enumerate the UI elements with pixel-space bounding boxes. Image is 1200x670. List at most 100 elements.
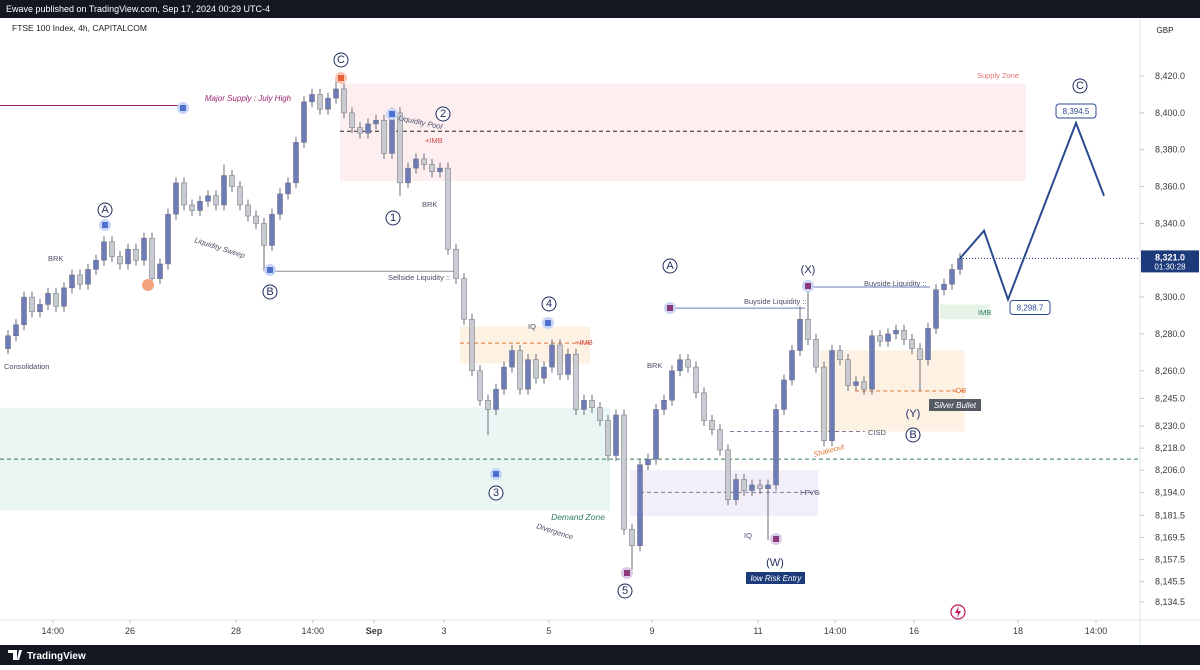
candle-body [469, 318, 475, 372]
annotation: Consolidation [4, 362, 49, 371]
x-tick-label: 14:00 [824, 626, 847, 636]
candle-body [717, 429, 723, 451]
projection-line [959, 120, 1105, 303]
candle-body [269, 213, 275, 246]
wave-label: 2 [440, 108, 446, 120]
wave-label: B [909, 429, 916, 441]
candle-body [949, 269, 955, 285]
candle-body [149, 237, 155, 279]
candle-body [573, 353, 579, 410]
zone [630, 470, 818, 517]
candle-body [789, 350, 795, 381]
candle-body [637, 464, 643, 547]
y-tick-label: 8,380.0 [1155, 145, 1185, 155]
candle-body [317, 94, 323, 110]
candle-body [661, 399, 667, 410]
y-tick-label: 8,145.5 [1155, 577, 1185, 587]
candle-body [245, 204, 251, 217]
candle-body [549, 344, 555, 368]
candle-body [733, 479, 739, 500]
candle-body [133, 248, 139, 261]
target-box [1055, 103, 1097, 119]
candle-body [765, 484, 771, 489]
annotation: Demand Zone [551, 512, 605, 522]
levels [0, 105, 1140, 493]
x-tick-label: Sep [366, 626, 383, 636]
wave-label: (X) [801, 264, 816, 276]
candle-body [205, 195, 211, 202]
candle-body [901, 329, 907, 340]
candle-body [565, 353, 571, 375]
candle-body [109, 241, 115, 257]
candle-body [285, 182, 291, 195]
target-label: 8,298.7 [1017, 303, 1044, 312]
publisher: Ewave published on TradingView.com, Sep … [6, 4, 270, 14]
candle-body [749, 484, 755, 491]
candle-body [877, 335, 883, 342]
candle-body [221, 175, 227, 206]
candle-body [293, 142, 299, 184]
candle-body [909, 339, 915, 349]
candle-body [957, 258, 963, 270]
x-tick-label: 28 [231, 626, 241, 636]
x-tick-label: 14:00 [42, 626, 65, 636]
pivot-markers [99, 72, 814, 579]
candle-body [861, 381, 867, 390]
marker [389, 111, 395, 117]
candle-body [725, 449, 731, 500]
annotation: Buyside Liquidity :: [864, 279, 927, 288]
y-tick-label: 8,194.0 [1155, 487, 1185, 497]
header-bar [0, 0, 1200, 18]
y-tick-label: 8,340.0 [1155, 218, 1185, 228]
marker [805, 283, 811, 289]
candle-body [173, 182, 179, 215]
candle-body [501, 366, 507, 390]
marker [338, 75, 344, 81]
x-tick-label: 16 [909, 626, 919, 636]
candles [5, 77, 963, 570]
candle-body [517, 350, 523, 390]
x-tick-label: 26 [125, 626, 135, 636]
candle-body [589, 399, 595, 408]
marker [667, 305, 673, 311]
wave-label: (W) [766, 557, 784, 569]
x-tick-label: 14:00 [1085, 626, 1108, 636]
candle-body [349, 112, 355, 128]
wave-ring [1072, 78, 1088, 94]
candle-body [181, 182, 187, 206]
annotation: BRK [647, 361, 662, 370]
x-tick-label: 9 [649, 626, 654, 636]
y-tick-label: 8,420.0 [1155, 71, 1185, 81]
target-box [1009, 299, 1051, 315]
marker [267, 267, 273, 273]
candle-body [197, 201, 203, 211]
candle-body [237, 186, 243, 206]
y-tick-label: 8,218.0 [1155, 443, 1185, 453]
wave-label: (Y) [906, 408, 921, 420]
candle-body [61, 287, 67, 307]
annotation: Supply Zone [977, 71, 1019, 80]
candle-body [5, 335, 11, 349]
candle-body [597, 407, 603, 421]
candle-body [261, 223, 267, 246]
y-tick-label: 8,169.5 [1155, 532, 1185, 542]
y-tick-label: 8,280.0 [1155, 329, 1185, 339]
last-price-box [1141, 250, 1199, 273]
annotation: IQ [528, 322, 536, 331]
candle-body [485, 399, 491, 410]
y-tick-label: 8,230.0 [1155, 421, 1185, 431]
candle-body [757, 484, 763, 489]
annotation: IQ [744, 531, 752, 540]
candle-body [309, 94, 315, 103]
candle-body [429, 164, 435, 173]
x-tick-label: 11 [753, 626, 762, 636]
wave-label: A [666, 260, 674, 272]
candle-body [157, 263, 163, 279]
annotation: +IMB [575, 338, 593, 347]
candle-body [693, 366, 699, 394]
y-tick-label: 8,245.0 [1155, 393, 1185, 403]
candle-body [365, 123, 371, 134]
target-label: 8,394.5 [1063, 107, 1090, 116]
candle-body [925, 328, 931, 360]
annotation: low Risk Entry [751, 574, 803, 583]
